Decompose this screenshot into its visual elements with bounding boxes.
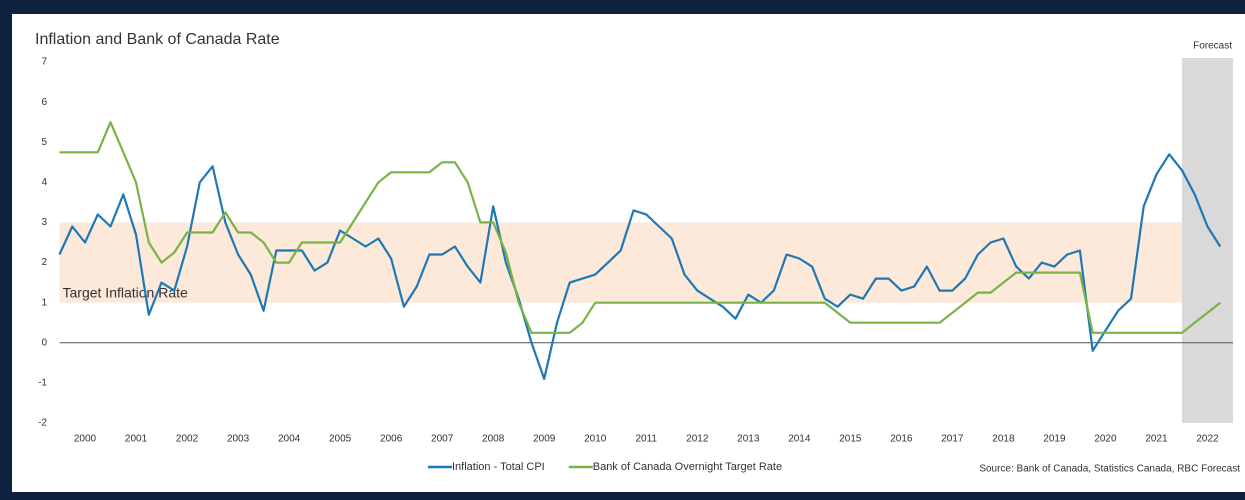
forecast-region [1181, 58, 1233, 423]
x-tick-label: 2001 [125, 434, 148, 445]
line-series [58, 153, 1222, 380]
x-tick-label: 2018 [992, 434, 1015, 445]
x-tick-label: 2004 [278, 434, 301, 445]
x-tick-label: 2007 [431, 434, 454, 445]
x-tick-label: 2021 [1145, 434, 1168, 445]
y-tick-label: 7 [41, 57, 47, 68]
x-tick-label: 2006 [380, 434, 403, 445]
y-tick-label: 3 [41, 217, 47, 228]
x-tick-label: 2013 [737, 434, 760, 445]
y-tick-label: 2 [41, 257, 47, 268]
x-tick-label: 2014 [788, 434, 811, 445]
y-tick-label: 5 [41, 137, 47, 148]
x-tick-label: 2011 [635, 434, 657, 445]
x-tick-label: 2015 [839, 434, 862, 445]
x-tick-label: 2003 [227, 434, 250, 445]
chart-title: Inflation and Bank of Canada Rate [35, 31, 280, 48]
y-tick-label: 1 [41, 297, 47, 308]
x-tick-label: 2019 [1043, 434, 1066, 445]
legend-label: Bank of Canada Overnight Target Rate [593, 461, 782, 473]
y-tick-label: 6 [41, 97, 47, 108]
x-tick-label: 2010 [584, 434, 607, 445]
forecast-label: Forecast [1193, 41, 1232, 52]
x-tick-label: 2008 [482, 434, 505, 445]
x-tick-label: 2022 [1196, 434, 1219, 445]
y-tick-label: 0 [41, 337, 47, 348]
x-tick-label: 2000 [74, 434, 97, 445]
y-tick-label: -2 [38, 418, 47, 429]
line-series [59, 121, 1221, 334]
x-tick-label: 2002 [176, 434, 199, 445]
x-tick-label: 2017 [941, 434, 964, 445]
y-tick-label: -1 [38, 378, 47, 389]
x-tick-label: 2009 [533, 434, 556, 445]
source: Source: Bank of Canada, Statistics Canad… [979, 464, 1240, 475]
x-tick-label: 2020 [1094, 434, 1117, 445]
x-tick-label: 2016 [890, 434, 913, 445]
x-tick-label: 2005 [329, 434, 352, 445]
x-tick-label: 2012 [686, 434, 709, 445]
legend-label: Inflation - Total CPI [452, 461, 545, 473]
y-tick-label: 4 [41, 177, 47, 188]
